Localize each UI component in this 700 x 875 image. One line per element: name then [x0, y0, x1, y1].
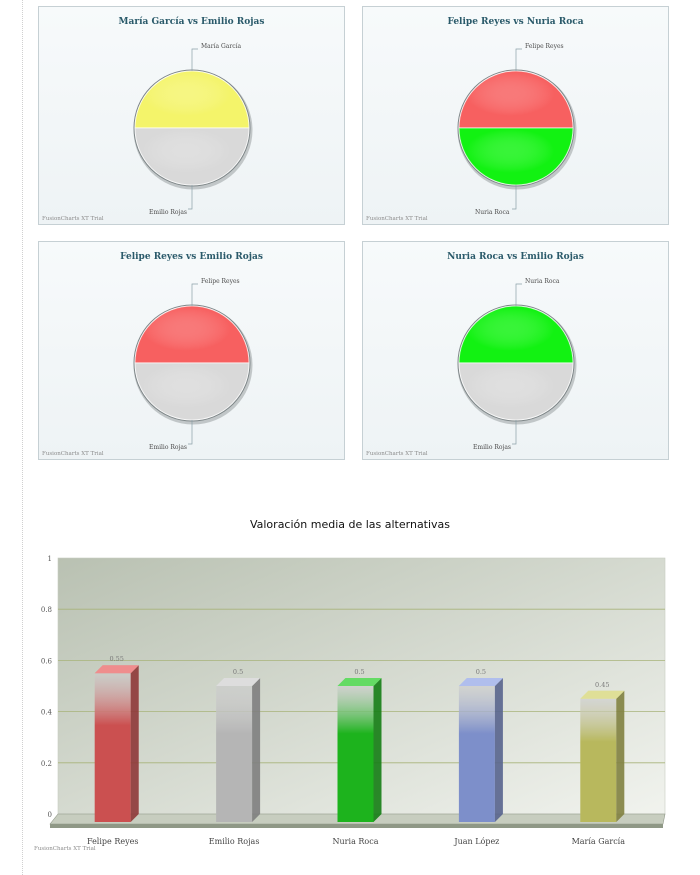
bar-side [373, 678, 382, 822]
pie-chart [457, 283, 577, 445]
bar-side-shade [616, 690, 625, 822]
bar-value-label: 0.5 [233, 668, 243, 676]
bar-shade [458, 686, 495, 822]
pie-slice-label: Felipe Reyes [201, 278, 240, 285]
bar-side [616, 690, 625, 822]
bar-top-highlight [216, 678, 261, 686]
pie-slice-label: Emilio Rojas [149, 209, 187, 216]
bar-shade [580, 698, 617, 822]
pie-chart-panel: Felipe Reyes vs Emilio Rojas Felipe Reye… [38, 241, 345, 460]
bar [458, 686, 495, 822]
pie-slice-shine [135, 71, 249, 128]
chart-floor-edge [50, 824, 663, 828]
bar-shade [216, 686, 253, 822]
bar-side [494, 678, 503, 822]
pie-leader-line [191, 283, 198, 306]
pie-slice-label: Nuria Roca [525, 278, 560, 285]
bar-value-label: 0.5 [354, 668, 364, 676]
bar-top [580, 690, 625, 699]
x-tick-label: María García [572, 837, 626, 846]
watermark: FusionCharts XT Trial [42, 451, 104, 457]
pie-slice-label: Emilio Rojas [473, 444, 511, 451]
pie-leader-line [188, 420, 193, 445]
pie-leader-line [512, 420, 517, 445]
y-tick-label: 0.8 [41, 606, 52, 614]
bar-chart-title: Valoración media de las alternativas [249, 518, 451, 531]
watermark: FusionCharts XT Trial [366, 216, 428, 222]
y-tick-label: 1 [48, 555, 52, 563]
bar-side-shade [373, 678, 382, 822]
bar-value-label: 0.45 [595, 681, 609, 689]
bar-side [252, 678, 261, 822]
bar-top-highlight [458, 678, 503, 686]
y-tick-label: 0.2 [41, 760, 52, 768]
x-tick-label: Emilio Rojas [209, 837, 260, 846]
bar-top-highlight [337, 678, 382, 686]
bar-shade [94, 673, 131, 822]
bar-side-shade [252, 678, 261, 822]
pie-chart [133, 283, 253, 445]
bar-value-label: 0.5 [476, 668, 486, 676]
bar-top [216, 678, 261, 686]
y-tick-label: 0.6 [41, 657, 53, 665]
pie-leader-line [515, 283, 522, 306]
pie-chart-title: Felipe Reyes vs Emilio Rojas [120, 252, 263, 262]
watermark: FusionCharts XT Trial [34, 846, 96, 852]
pie-chart-title: María García vs Emilio Rojas [118, 17, 265, 27]
pie-chart [457, 48, 577, 210]
pie-slice-label: Emilio Rojas [149, 444, 187, 451]
bar-side-shade [130, 665, 139, 822]
pie-leader-line [188, 185, 193, 210]
bar-top [458, 678, 503, 686]
y-tick-label: 0.4 [41, 709, 53, 717]
pie-slice-shine [135, 363, 249, 420]
pie-slice-shine [135, 306, 249, 363]
pie-chart-panel: María García vs Emilio Rojas María Garcí… [38, 6, 345, 225]
bar [337, 686, 374, 822]
pie-slice-label: Felipe Reyes [525, 43, 564, 50]
bar-top [337, 678, 382, 686]
watermark: FusionCharts XT Trial [42, 216, 104, 222]
bar-top [94, 665, 139, 674]
pie-slice-shine [459, 71, 573, 128]
pie-slice-shine [459, 128, 573, 185]
pie-chart-title: Nuria Roca vs Emilio Rojas [447, 252, 584, 262]
bar-chart: 0 0.2 0.4 0.6 0.8 1 0.55 Felipe Reyes 0.5 Emilio … [41, 555, 666, 846]
x-tick-label: Felipe Reyes [87, 837, 138, 846]
pie-slice-shine [459, 363, 573, 420]
x-tick-label: Nuria Roca [333, 837, 379, 846]
pie-slice-shine [135, 128, 249, 185]
bar-shade [337, 686, 374, 822]
pie-slice-shine [459, 306, 573, 363]
pie-leader-line [515, 48, 522, 71]
bar [94, 673, 131, 822]
pie-chart [133, 48, 253, 210]
y-tick-label: 0 [48, 811, 52, 819]
bar-side [130, 665, 139, 822]
pie-slice-label: María García [201, 43, 242, 50]
bar-top-highlight [94, 665, 139, 674]
page-guide-line [22, 0, 23, 875]
pie-chart-panel: Nuria Roca vs Emilio Rojas Nuria Roca Em… [362, 241, 669, 460]
pie-leader-line [191, 48, 198, 71]
pie-chart-panel: Felipe Reyes vs Nuria Roca Felipe Reyes … [362, 6, 669, 225]
watermark: FusionCharts XT Trial [366, 451, 428, 457]
bar-top-highlight [580, 690, 625, 699]
pie-leader-line [512, 185, 517, 210]
x-tick-label: Juan López [453, 837, 499, 846]
bar-value-label: 0.55 [109, 655, 123, 663]
bar [216, 686, 253, 822]
bar-side-shade [494, 678, 503, 822]
pie-slice-label: Nuria Roca [475, 209, 510, 216]
bar [580, 698, 617, 822]
pie-chart-title: Felipe Reyes vs Nuria Roca [447, 17, 584, 27]
